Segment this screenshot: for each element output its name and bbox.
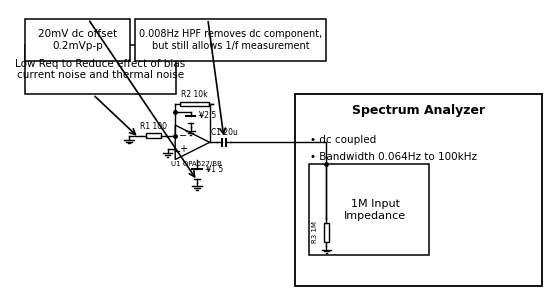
Text: 1M Input
Impedance: 1M Input Impedance [344, 199, 406, 220]
Text: R1 100: R1 100 [140, 122, 167, 131]
Bar [25, 45, 176, 94]
Text: V2 5: V2 5 [199, 111, 216, 120]
Text: −: − [179, 131, 187, 141]
Text: R2 10k: R2 10k [181, 90, 208, 99]
Text: +: + [179, 144, 187, 154]
Text: • Bandwidth 0.064Hz to 100kHz: • Bandwidth 0.064Hz to 100kHz [310, 152, 477, 162]
Text: 20mV dc offset
0.2mVp-p: 20mV dc offset 0.2mVp-p [38, 29, 117, 51]
Bar [180, 102, 208, 106]
Text: V1 5: V1 5 [206, 165, 223, 174]
Bar [146, 134, 161, 138]
Text: • dc coupled: • dc coupled [310, 135, 376, 145]
Text: Spectrum Analyzer: Spectrum Analyzer [352, 104, 485, 117]
Text: +: + [204, 165, 210, 174]
Text: R3 1M: R3 1M [312, 221, 318, 243]
Bar [309, 164, 429, 255]
Bar [135, 19, 327, 61]
Text: Low Req to Reduce effect of bias
current noise and thermal noise: Low Req to Reduce effect of bias current… [15, 59, 186, 80]
Bar [295, 94, 542, 286]
Text: +: + [197, 111, 204, 120]
Text: U1 OPA627/BB: U1 OPA627/BB [171, 160, 222, 166]
Bar [25, 19, 130, 61]
Text: C1 20u: C1 20u [211, 128, 238, 136]
Bar [323, 223, 329, 242]
Text: 0.008Hz HPF removes dc component,
but still allows 1/f measurement: 0.008Hz HPF removes dc component, but st… [139, 29, 322, 51]
